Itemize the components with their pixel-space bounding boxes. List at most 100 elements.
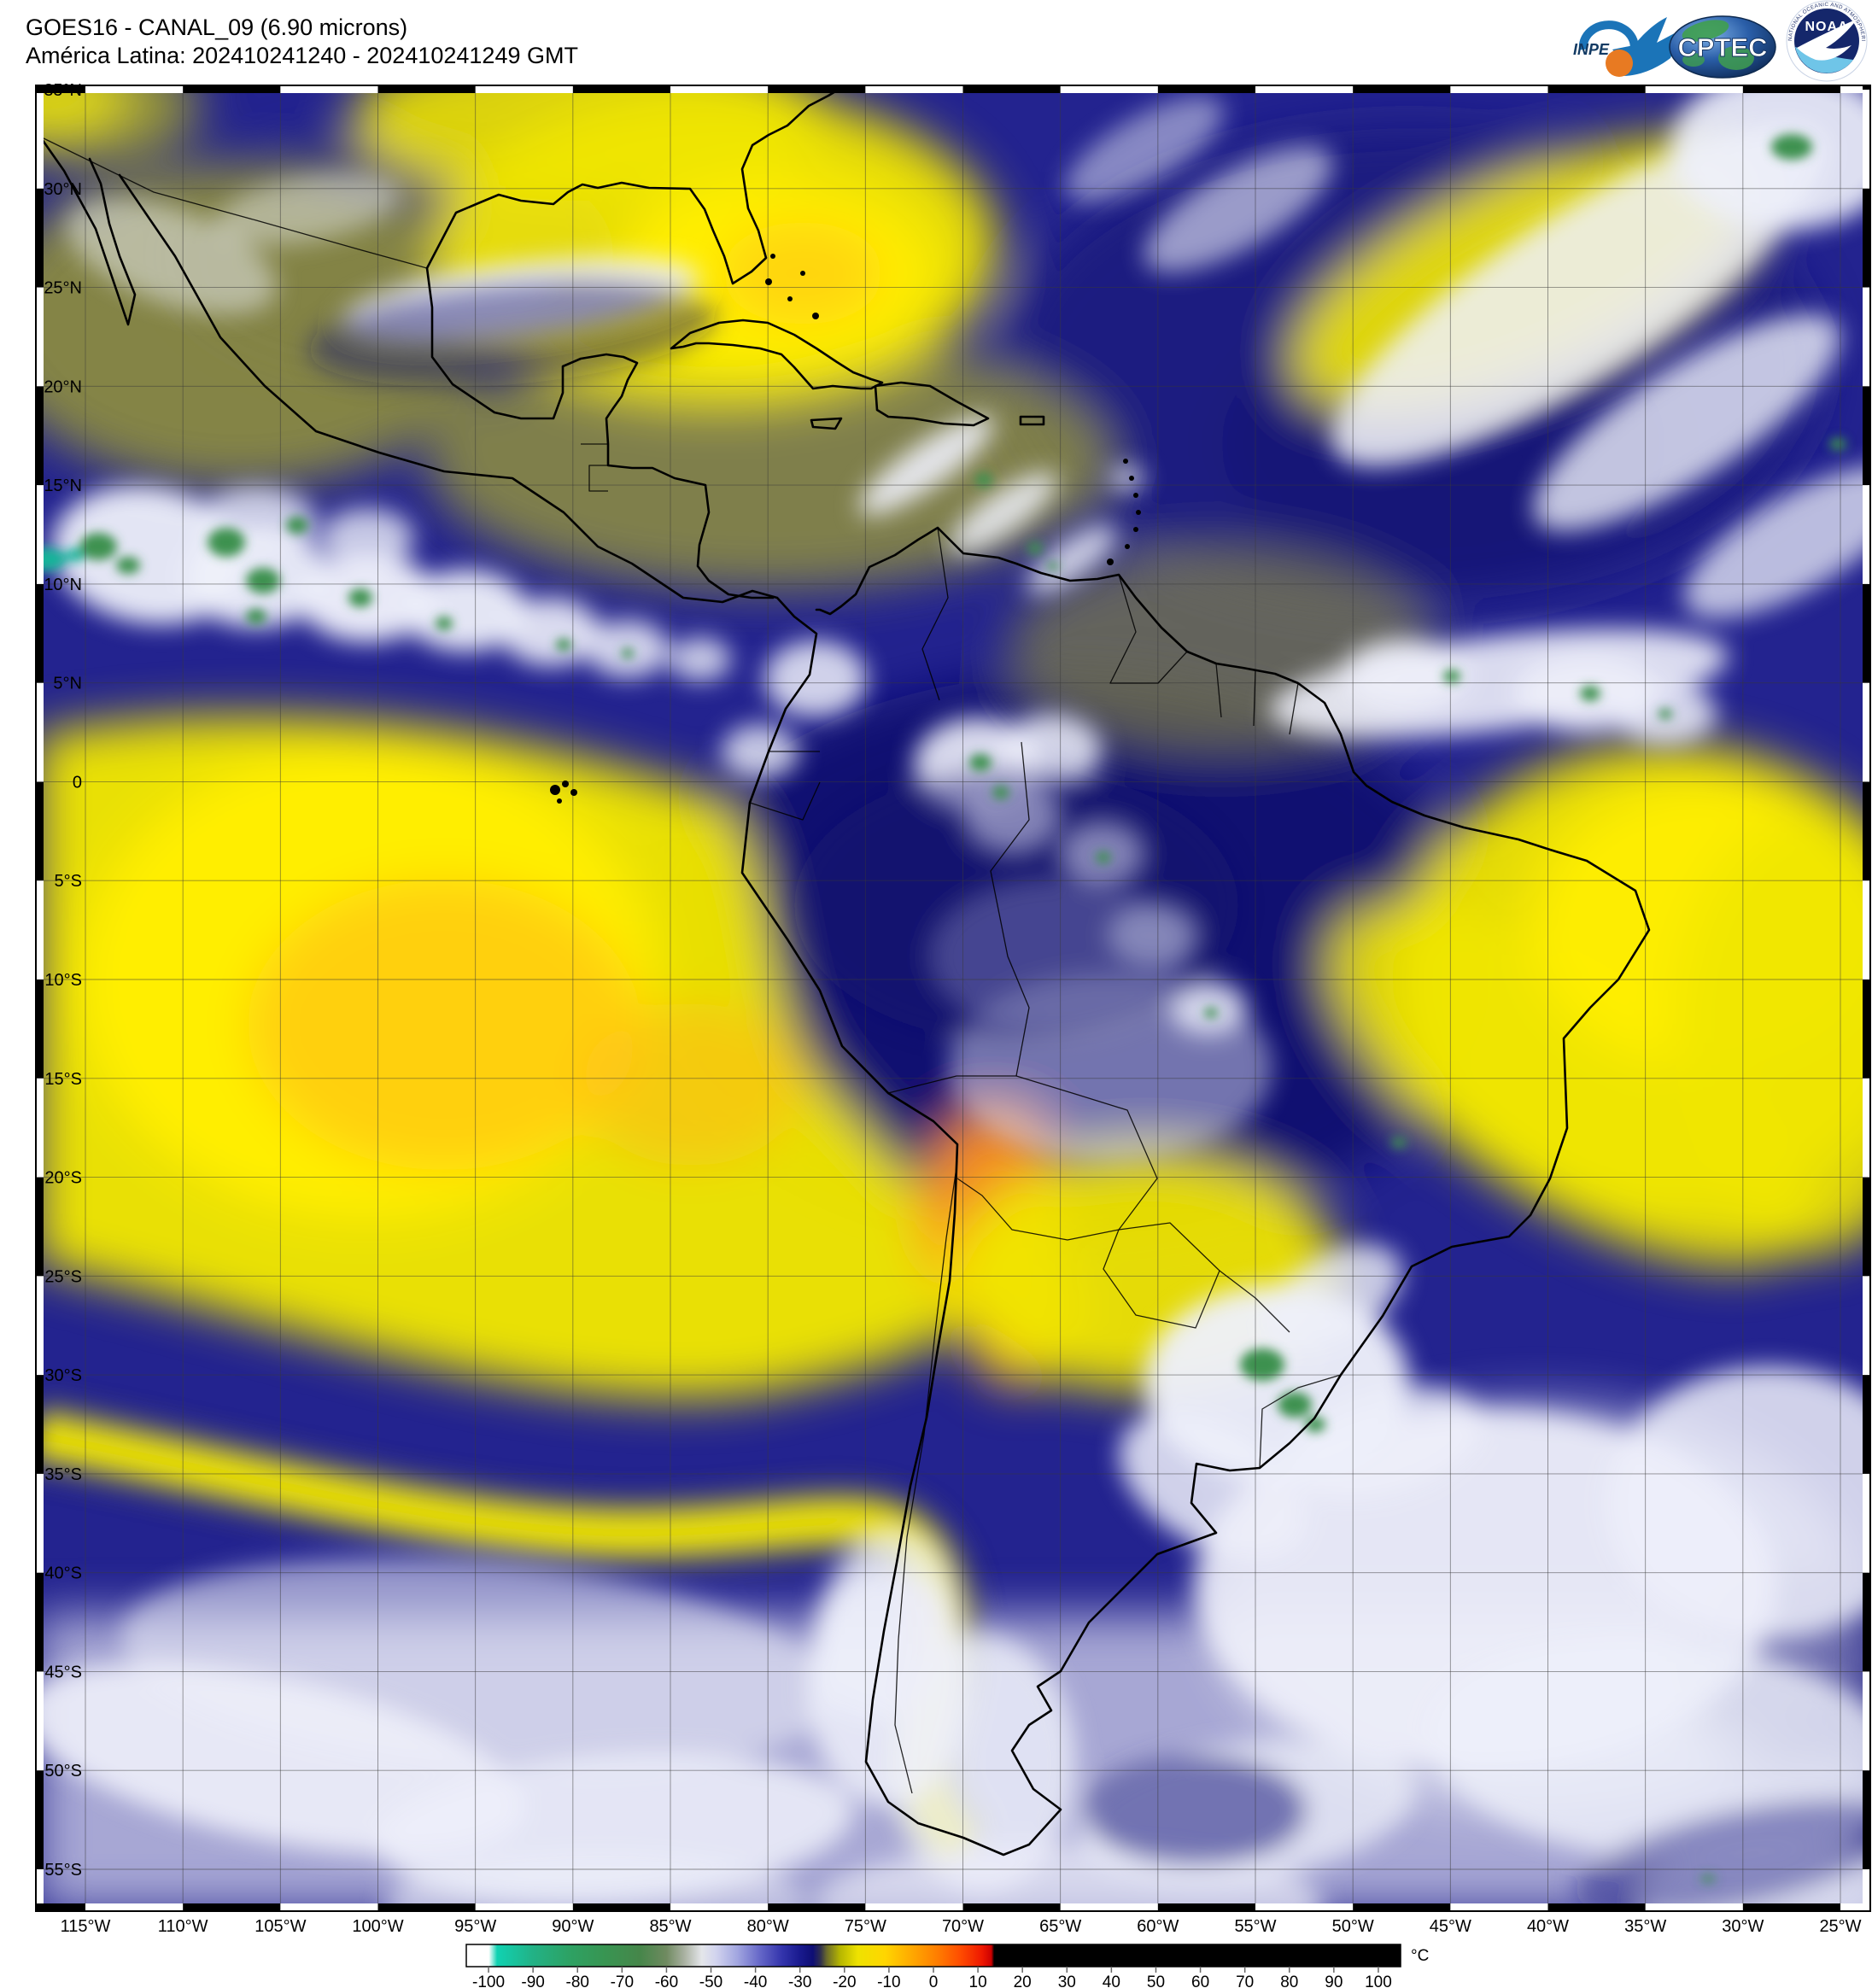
- tick-segment: [962, 1903, 1061, 1911]
- colorbar-tick-label: -40: [744, 1973, 767, 1988]
- lon-tick-label: 80°W: [747, 1917, 789, 1936]
- tick-segment: [1157, 85, 1255, 93]
- colorbar-tick-label: 70: [1236, 1973, 1254, 1988]
- tick-segment: [1742, 1903, 1840, 1911]
- noaa-logo-text: NOAA: [1805, 20, 1848, 34]
- tick-segment: [377, 1903, 476, 1911]
- tick-segment: [1863, 583, 1870, 683]
- lon-tick-label: 45°W: [1430, 1917, 1471, 1936]
- colorbar-tick-label: 100: [1365, 1973, 1392, 1988]
- lon-tick-label: 95°W: [454, 1917, 496, 1936]
- lat-tick-label: 10°N: [44, 576, 82, 594]
- tick-segment: [36, 386, 44, 486]
- lon-tick-label: 70°W: [942, 1917, 984, 1936]
- noaa-logo: NATIONAL OCEANIC AND ATMOSPHERIC ADMINIS…: [1779, 0, 1868, 82]
- lat-tick-label: 15°S: [44, 1070, 82, 1089]
- colorbar-tick-label: 0: [929, 1973, 939, 1988]
- colorbar-tick-label: -60: [655, 1973, 678, 1988]
- colorbar-tick-label: -10: [877, 1973, 900, 1988]
- tick-segment: [1157, 1903, 1255, 1911]
- colorbar-unit: °C: [1411, 1947, 1429, 1965]
- lon-tick-label: 90°W: [552, 1917, 594, 1936]
- tick-band: [36, 1903, 1870, 1911]
- lat-tick-label: 10°S: [44, 971, 82, 990]
- lon-tick-label: 105°W: [254, 1917, 306, 1936]
- cptec-logo: CPTEC: [1669, 15, 1776, 79]
- colorbar-tick-label: 30: [1058, 1973, 1076, 1988]
- inpe-logo-text: INPE: [1573, 41, 1610, 58]
- tick-segment: [36, 188, 44, 288]
- lat-tick-label: 45°S: [44, 1663, 82, 1681]
- tick-segment: [1353, 85, 1451, 93]
- tick-segment: [36, 1770, 44, 1869]
- lon-tick-label: 65°W: [1039, 1917, 1081, 1936]
- colorbar-tick-label: -90: [521, 1973, 544, 1988]
- map-frame-ticks: [36, 85, 1870, 1911]
- colorbar-ticks: [488, 1967, 1379, 1973]
- tick-segment: [377, 85, 476, 93]
- tick-segment: [1742, 85, 1840, 93]
- tick-segment: [1863, 1572, 1870, 1672]
- tick-segment: [1547, 1903, 1646, 1911]
- colorbar-tick-label: 20: [1014, 1973, 1032, 1988]
- lat-tick-label: 25°S: [44, 1267, 82, 1286]
- colorbar-tick-label: 40: [1103, 1973, 1120, 1988]
- graticule: [36, 85, 1870, 1911]
- lon-tick-label: 75°W: [845, 1917, 886, 1936]
- country-borders: [39, 136, 1342, 1794]
- lon-tick-label: 40°W: [1527, 1917, 1569, 1936]
- tick-segment: [36, 1572, 44, 1672]
- tick-segment: [1863, 1375, 1870, 1474]
- lon-tick-label: 100°W: [352, 1917, 403, 1936]
- tick-segment: [36, 979, 44, 1079]
- tick-segment: [1353, 1903, 1451, 1911]
- tick-segment: [1547, 85, 1646, 93]
- tick-segment: [768, 1903, 866, 1911]
- colorbar-tick-label: -50: [699, 1973, 722, 1988]
- cptec-logo-text: CPTEC: [1677, 32, 1767, 62]
- tick-segment: [1863, 1177, 1870, 1277]
- map-frame: [35, 85, 1871, 1912]
- lon-tick-label: 115°W: [61, 1917, 111, 1936]
- colorbar-tick-label: 50: [1147, 1973, 1165, 1988]
- lat-tick-label: 50°S: [44, 1762, 82, 1780]
- lat-tick-label: 5°S: [55, 872, 82, 891]
- tick-segment: [1863, 188, 1870, 288]
- lat-tick-label: 40°S: [44, 1564, 82, 1583]
- logo-strip: INPE CPTEC NATIONAL OCEANIC AND ATMOSPHE…: [1573, 0, 1868, 82]
- tick-segment: [36, 583, 44, 683]
- page-title: GOES16 - CANAL_09 (6.90 microns): [26, 15, 408, 40]
- tick-segment: [1863, 781, 1870, 881]
- colorbar-tick-label: -80: [566, 1973, 589, 1988]
- latitude-axis: 35°N 30°N 25°N 20°N 15°N 10°N 5°N 0 5°S 10°S 15°S 2…: [44, 81, 82, 1880]
- lat-tick-label: 35°S: [44, 1465, 82, 1484]
- lon-tick-label: 110°W: [158, 1917, 208, 1936]
- tick-segment: [36, 1903, 85, 1911]
- lat-tick-label: 35°N: [44, 81, 82, 100]
- lon-tick-label: 55°W: [1234, 1917, 1276, 1936]
- coastlines: [36, 85, 1651, 1856]
- tick-segment: [962, 85, 1061, 93]
- tick-segment: [36, 85, 85, 93]
- lon-tick-label: 50°W: [1332, 1917, 1374, 1936]
- colorbar-tick-label: 90: [1325, 1973, 1343, 1988]
- lat-tick-label: 0: [73, 773, 82, 792]
- inpe-logo: INPE: [1573, 17, 1682, 77]
- tick-segment: [1863, 386, 1870, 486]
- lon-tick-label: 60°W: [1137, 1917, 1179, 1936]
- colorbar-tick-label: 10: [969, 1973, 987, 1988]
- header-titles: GOES16 - CANAL_09 (6.90 microns) América…: [26, 14, 578, 70]
- lat-tick-label: 20°N: [44, 377, 82, 396]
- satellite-imagery: [36, 85, 1870, 1911]
- colorbar-tick-label: 80: [1280, 1973, 1298, 1988]
- colorbar-tick-label: -100: [472, 1973, 505, 1988]
- page-subtitle: América Latina: 202410241240 - 202410241…: [26, 43, 578, 68]
- colorbar-tick-labels: -100 -90 -80 -70 -60 -50 -40 -30 -20 -10 0 10 20 30 40…: [472, 1973, 1392, 1988]
- tick-segment: [183, 1903, 281, 1911]
- lat-tick-label: 25°N: [44, 279, 82, 298]
- tick-segment: [36, 1177, 44, 1277]
- tick-segment: [36, 781, 44, 881]
- lat-tick-label: 15°N: [44, 477, 82, 495]
- tick-segment: [36, 1375, 44, 1474]
